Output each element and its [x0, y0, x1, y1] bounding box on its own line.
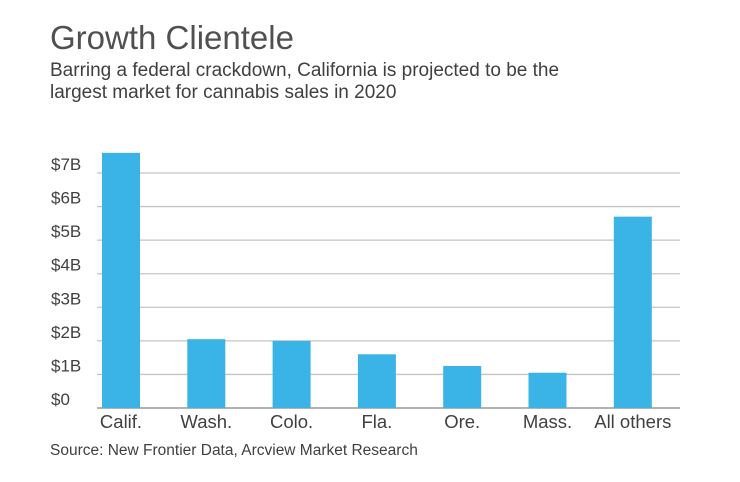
bar-colo [272, 340, 311, 408]
y-tick-label: $7B [51, 155, 81, 174]
subtitle-line: largest market for cannabis sales in 202… [50, 82, 397, 103]
source-note: Source: New Frontier Data, Arcview Marke… [50, 442, 418, 459]
bar-all-others [613, 216, 652, 408]
x-tick-label: Calif. [100, 411, 142, 432]
bar-calif [102, 152, 140, 408]
bar-fla [357, 354, 396, 408]
x-tick-label: All others [594, 411, 671, 432]
x-tick-label: Wash. [180, 411, 232, 432]
subtitle-line: Barring a federal crackdown, California … [50, 60, 560, 81]
y-tick-label: $1B [51, 356, 81, 375]
y-axis-ticks: $0 $1B $2B $3B $4B $5B $6B $7B [51, 155, 81, 409]
bars [102, 152, 652, 408]
y-tick-label: $4B [51, 256, 81, 275]
chart-subtitle: Barring a federal crackdown, California … [50, 60, 690, 104]
y-tick-label: $0 [51, 390, 70, 409]
y-tick-label: $5B [51, 222, 81, 241]
x-tick-label: Ore. [444, 411, 480, 432]
x-axis-ticks: Calif. Wash. Colo. Fla. Ore. Mass. All others [100, 411, 671, 432]
y-tick-label: $2B [51, 323, 81, 342]
y-tick-label: $3B [51, 289, 81, 308]
bar-ore [443, 366, 482, 408]
bar-mass [528, 372, 567, 408]
bar-wash [187, 339, 226, 408]
chart-title: Growth Clientele [50, 19, 294, 56]
y-tick-label: $6B [51, 189, 81, 208]
x-tick-label: Mass. [523, 411, 572, 432]
x-tick-label: Fla. [361, 411, 392, 432]
x-tick-label: Colo. [270, 411, 313, 432]
